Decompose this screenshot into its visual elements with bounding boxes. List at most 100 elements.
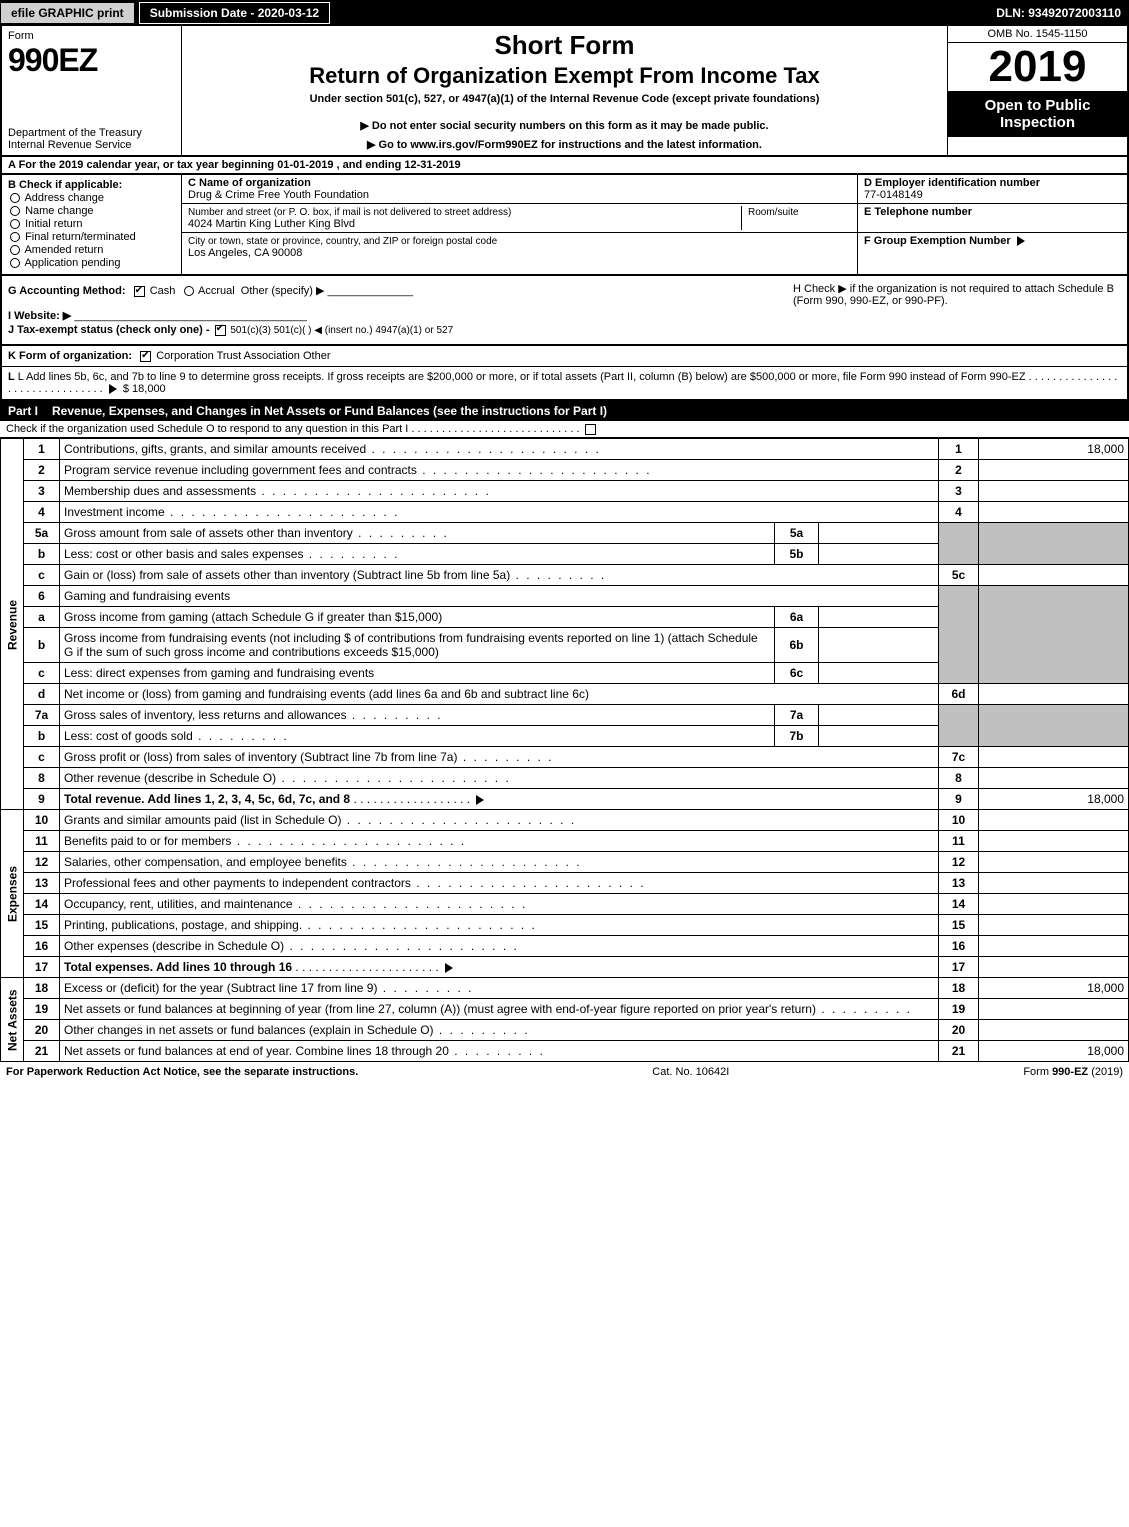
efile-print-button[interactable]: efile GRAPHIC print [0, 2, 135, 24]
line-5a-num: 5a [24, 523, 60, 544]
table-row: 9 Total revenue. Add lines 1, 2, 3, 4, 5… [1, 789, 1129, 810]
submission-date-label: Submission Date - 2020-03-12 [139, 2, 330, 24]
sched-o-text: Check if the organization used Schedule … [6, 423, 408, 435]
line-11-desc: Benefits paid to or for members [60, 831, 939, 852]
b-item-amended: Amended return [24, 244, 103, 256]
line-12-amt [979, 852, 1129, 873]
line-20-amt [979, 1020, 1129, 1041]
line-5c-rn: 5c [939, 565, 979, 586]
line-14-desc: Occupancy, rent, utilities, and maintena… [60, 894, 939, 915]
line-21-desc: Net assets or fund balances at end of ye… [60, 1041, 939, 1062]
line-8-num: 8 [24, 768, 60, 789]
table-row: 2 Program service revenue including gove… [1, 460, 1129, 481]
line-4-amt [979, 502, 1129, 523]
shade-cell [979, 705, 1129, 747]
line-5a-sc: 5a [775, 523, 819, 544]
do-not-enter-note: ▶ Do not enter social security numbers o… [192, 119, 937, 132]
line-4-rn: 4 [939, 502, 979, 523]
line-16-num: 16 [24, 936, 60, 957]
table-row: 20 Other changes in net assets or fund b… [1, 1020, 1129, 1041]
part1-label: Part I [8, 404, 52, 418]
table-row: 15 Printing, publications, postage, and … [1, 915, 1129, 936]
checkbox-cash[interactable] [134, 286, 145, 297]
form-code: 990EZ [8, 42, 175, 79]
line-7c-rn: 7c [939, 747, 979, 768]
line-21-num: 21 [24, 1041, 60, 1062]
line-15-desc: Printing, publications, postage, and shi… [60, 915, 939, 936]
line-20-num: 20 [24, 1020, 60, 1041]
line-17-num: 17 [24, 957, 60, 978]
line-7b-num: b [24, 726, 60, 747]
table-row: 14 Occupancy, rent, utilities, and maint… [1, 894, 1129, 915]
line-7c-desc: Gross profit or (loss) from sales of inv… [60, 747, 939, 768]
line-6d-rn: 6d [939, 684, 979, 705]
line-6b-desc: Gross income from fundraising events (no… [60, 628, 775, 663]
revenue-side-label: Revenue [1, 439, 24, 810]
j-options: 501(c)(3) 501(c)( ) ◀ (insert no.) 4947(… [230, 325, 453, 336]
addr-label: Number and street (or P. O. box, if mail… [188, 207, 511, 218]
b-item-initial-return: Initial return [25, 218, 82, 230]
line-4-num: 4 [24, 502, 60, 523]
checkbox-accrual[interactable] [184, 286, 194, 296]
line-6a-subval [819, 607, 939, 628]
line-19-rn: 19 [939, 999, 979, 1020]
checkbox-icon[interactable] [10, 245, 20, 255]
header-right: OMB No. 1545-1150 2019 Open to Public In… [947, 26, 1127, 155]
line-5b-desc: Less: cost or other basis and sales expe… [60, 544, 775, 565]
table-row: Net Assets 18 Excess or (deficit) for th… [1, 978, 1129, 999]
line-16-amt [979, 936, 1129, 957]
line-6b-num: b [24, 628, 60, 663]
line-13-num: 13 [24, 873, 60, 894]
table-row: c Gross profit or (loss) from sales of i… [1, 747, 1129, 768]
line-1-rn: 1 [939, 439, 979, 460]
line-8-rn: 8 [939, 768, 979, 789]
ghijk-block: G Accounting Method: Cash Accrual Other … [0, 276, 1129, 346]
line-14-amt [979, 894, 1129, 915]
checkbox-sched-o[interactable] [585, 424, 596, 435]
g-accrual: Accrual [198, 285, 235, 297]
table-row: c Gain or (loss) from sale of assets oth… [1, 565, 1129, 586]
org-address: 4024 Martin King Luther King Blvd [188, 218, 355, 230]
short-form-title: Short Form [192, 30, 937, 61]
goto-link[interactable]: ▶ Go to www.irs.gov/Form990EZ for instru… [192, 138, 937, 151]
box-b: B Check if applicable: Address change Na… [2, 175, 182, 274]
return-title: Return of Organization Exempt From Incom… [192, 63, 937, 89]
i-website-label: I Website: ▶ [8, 310, 71, 322]
line-2-rn: 2 [939, 460, 979, 481]
checkbox-501c3[interactable] [215, 325, 226, 336]
dept-label: Department of the Treasury [8, 127, 142, 139]
d-label: D Employer identification number [864, 177, 1040, 189]
line-6c-desc: Less: direct expenses from gaming and fu… [60, 663, 775, 684]
b-item-name-change: Name change [25, 205, 94, 217]
shade-cell [979, 586, 1129, 684]
line-1-desc: Contributions, gifts, grants, and simila… [60, 439, 939, 460]
header-left: Form 990EZ Department of the Treasury In… [2, 26, 182, 155]
line-7a-sc: 7a [775, 705, 819, 726]
expenses-side-label: Expenses [1, 810, 24, 978]
b-item-address-change: Address change [24, 192, 104, 204]
checkbox-icon[interactable] [10, 206, 20, 216]
arrow-icon [109, 384, 117, 394]
line-21-amt: 18,000 [979, 1041, 1129, 1062]
sched-o-check-row: Check if the organization used Schedule … [0, 421, 1129, 438]
line-2-num: 2 [24, 460, 60, 481]
checkbox-icon[interactable] [10, 232, 20, 242]
checkbox-corporation[interactable] [140, 351, 151, 362]
line-5b-subval [819, 544, 939, 565]
line-7a-subval [819, 705, 939, 726]
g-label: G Accounting Method: [8, 285, 126, 297]
shade-cell [979, 523, 1129, 565]
table-row: Expenses 10 Grants and similar amounts p… [1, 810, 1129, 831]
line-5c-num: c [24, 565, 60, 586]
line-1-num: 1 [24, 439, 60, 460]
checkbox-icon[interactable] [10, 219, 20, 229]
line-7c-num: c [24, 747, 60, 768]
line-18-desc: Excess or (deficit) for the year (Subtra… [60, 978, 939, 999]
line-9-num: 9 [24, 789, 60, 810]
line-11-num: 11 [24, 831, 60, 852]
checkbox-icon[interactable] [10, 258, 20, 268]
b-item-final-return: Final return/terminated [25, 231, 136, 243]
checkbox-icon[interactable] [10, 193, 20, 203]
form-label: Form [8, 30, 175, 42]
dln-label: DLN: 93492072003110 [996, 6, 1129, 20]
